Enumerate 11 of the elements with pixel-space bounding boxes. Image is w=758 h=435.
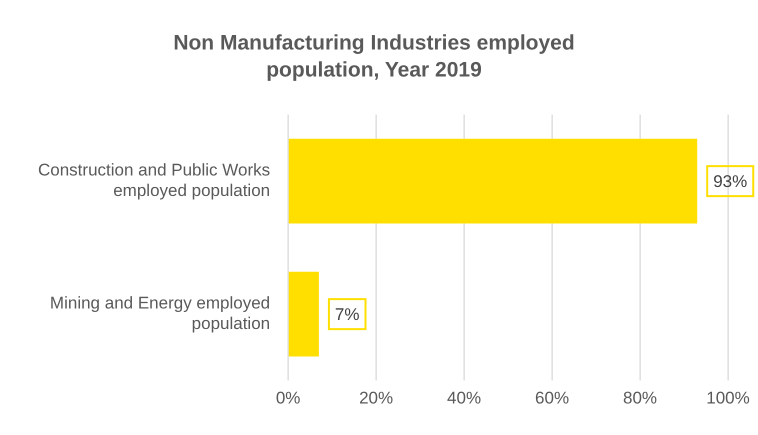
y-tick-label: Mining and Energy employed population [50,294,270,333]
x-tick-label: 80% [623,388,658,408]
y-tick-label: Construction and Public Works employed population [38,160,270,200]
x-tick-label: 60% [535,388,570,408]
data-label: 7% [334,304,360,324]
x-tick-label: 20% [359,388,394,408]
x-tick-label: 0% [276,388,300,408]
x-tick-label: 40% [447,388,482,408]
x-tick-label: 100% [706,388,750,408]
chart-title: Non Manufacturing Industries employed population, Year 2019 [173,31,575,82]
data-label: 93% [713,172,748,191]
